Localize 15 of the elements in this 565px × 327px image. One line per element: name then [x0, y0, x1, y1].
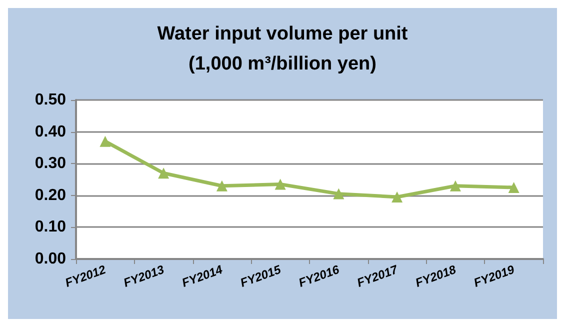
y-tick-label: 0.50	[34, 92, 66, 108]
point	[274, 178, 286, 190]
point	[158, 168, 170, 179]
point	[392, 191, 403, 202]
y-tick-label: 0.30	[34, 155, 66, 172]
y-tick-label: 0.20	[34, 186, 66, 204]
point	[508, 182, 520, 193]
chart-title: Water input volume per unit (1,000 m³/billion yen)	[157, 24, 408, 74]
y-tick-label: 0.40	[34, 123, 66, 140]
y-tick-label: 0.00	[34, 250, 66, 268]
point	[333, 188, 344, 200]
point	[216, 180, 228, 192]
point	[100, 136, 111, 147]
point	[450, 180, 461, 192]
y-tick-label: 0.10	[34, 218, 66, 236]
